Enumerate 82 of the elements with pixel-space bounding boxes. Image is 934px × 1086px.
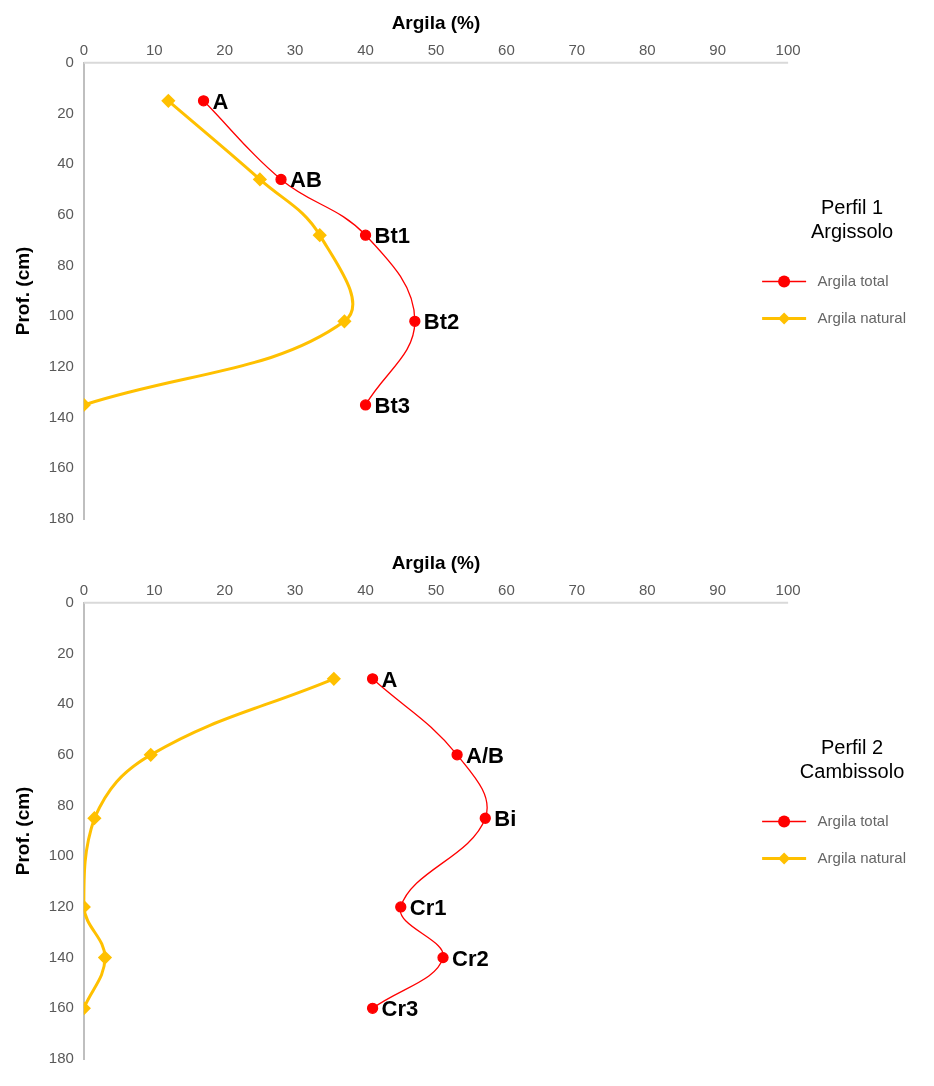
x-tick-label: 70 bbox=[568, 580, 586, 598]
x-tick-label: 80 bbox=[638, 580, 656, 598]
point bbox=[313, 228, 327, 242]
x-tick-label: 40 bbox=[357, 580, 374, 598]
x-tick-label: 60 bbox=[498, 580, 515, 598]
annotation: A bbox=[212, 88, 229, 114]
y-tick-label: 140 bbox=[48, 407, 74, 425]
point bbox=[409, 315, 421, 327]
x-tick-label: 0 bbox=[79, 580, 88, 598]
annotation: Bi bbox=[494, 806, 517, 832]
point bbox=[275, 173, 287, 186]
point bbox=[451, 749, 463, 761]
y-tick-label: 180 bbox=[48, 1049, 74, 1067]
x-tick-label: 20 bbox=[216, 580, 234, 598]
annotation: A bbox=[381, 666, 398, 692]
y-tick-label: 180 bbox=[48, 509, 74, 527]
point bbox=[337, 314, 351, 328]
y-tick-label: 40 bbox=[57, 694, 74, 712]
x-tick-label: 90 bbox=[709, 580, 727, 598]
legend-label: Argila total bbox=[817, 271, 889, 289]
legend-label: Argila natural bbox=[817, 848, 907, 866]
point bbox=[98, 951, 112, 965]
x-tick-label: 100 bbox=[775, 580, 801, 598]
y-tick-label: 80 bbox=[57, 795, 74, 813]
legend-label: Argila total bbox=[817, 811, 889, 829]
y-tick-label: 120 bbox=[48, 357, 74, 375]
legend-label: Argila natural bbox=[817, 308, 907, 326]
y-tick-label: 20 bbox=[57, 103, 74, 121]
point bbox=[395, 901, 407, 913]
y-tick-label: 60 bbox=[57, 205, 74, 223]
annotation: Bt1 bbox=[374, 223, 410, 249]
point bbox=[161, 94, 175, 108]
x-tick-label: 30 bbox=[286, 580, 304, 598]
x-tick-label: 10 bbox=[145, 580, 163, 598]
x-tick-label: 100 bbox=[775, 40, 801, 58]
point bbox=[87, 811, 101, 825]
y-tick-label: 100 bbox=[48, 306, 74, 324]
annotation: Cr2 bbox=[452, 945, 489, 971]
y-tick-label: 40 bbox=[57, 154, 74, 172]
point bbox=[327, 672, 341, 686]
y-tick-label: 60 bbox=[57, 745, 74, 763]
point bbox=[366, 1002, 379, 1014]
point bbox=[197, 95, 210, 107]
point bbox=[359, 399, 372, 411]
y-axis-title: Prof. (cm) bbox=[11, 786, 33, 876]
y-tick-label: 80 bbox=[57, 255, 74, 273]
annotation: Cr3 bbox=[381, 996, 419, 1022]
y-tick-label: 0 bbox=[65, 592, 74, 610]
y-tick-label: 20 bbox=[57, 643, 74, 661]
x-tick-label: 20 bbox=[216, 40, 234, 58]
x-axis-title: Argila (%) bbox=[391, 11, 481, 33]
point bbox=[479, 812, 491, 824]
x-tick-label: 50 bbox=[427, 40, 445, 58]
x-tick-label: 90 bbox=[709, 40, 727, 58]
x-tick-label: 40 bbox=[357, 40, 374, 58]
point bbox=[437, 951, 449, 964]
legend-title: Perfil 1 Argissolo bbox=[810, 195, 894, 242]
y-tick-label: 140 bbox=[48, 947, 74, 965]
annotation: AB bbox=[290, 167, 322, 193]
legend-title: Perfil 2 Cambissolo bbox=[799, 735, 905, 782]
x-tick-label: 70 bbox=[568, 40, 586, 58]
x-axis-title: Argila (%) bbox=[391, 551, 481, 573]
y-tick-label: 160 bbox=[48, 458, 74, 476]
y-axis-title: Prof. (cm) bbox=[11, 246, 33, 336]
point bbox=[253, 172, 267, 186]
x-tick-label: 60 bbox=[498, 40, 515, 58]
x-tick-label: 30 bbox=[286, 40, 304, 58]
x-tick-label: 10 bbox=[145, 40, 163, 58]
y-tick-label: 100 bbox=[48, 846, 74, 864]
y-tick-label: 120 bbox=[48, 897, 74, 915]
annotation: Bt2 bbox=[423, 309, 460, 335]
x-tick-label: 0 bbox=[79, 40, 88, 58]
annotation: Cr1 bbox=[409, 895, 447, 920]
y-tick-label: 0 bbox=[65, 52, 74, 70]
annotation: A/B bbox=[466, 742, 504, 768]
annotation: Bt3 bbox=[374, 393, 410, 419]
y-tick-label: 160 bbox=[48, 998, 74, 1016]
point bbox=[366, 673, 379, 685]
x-tick-label: 50 bbox=[427, 580, 445, 598]
x-tick-label: 80 bbox=[638, 40, 656, 58]
point bbox=[359, 229, 372, 241]
point bbox=[144, 748, 158, 762]
